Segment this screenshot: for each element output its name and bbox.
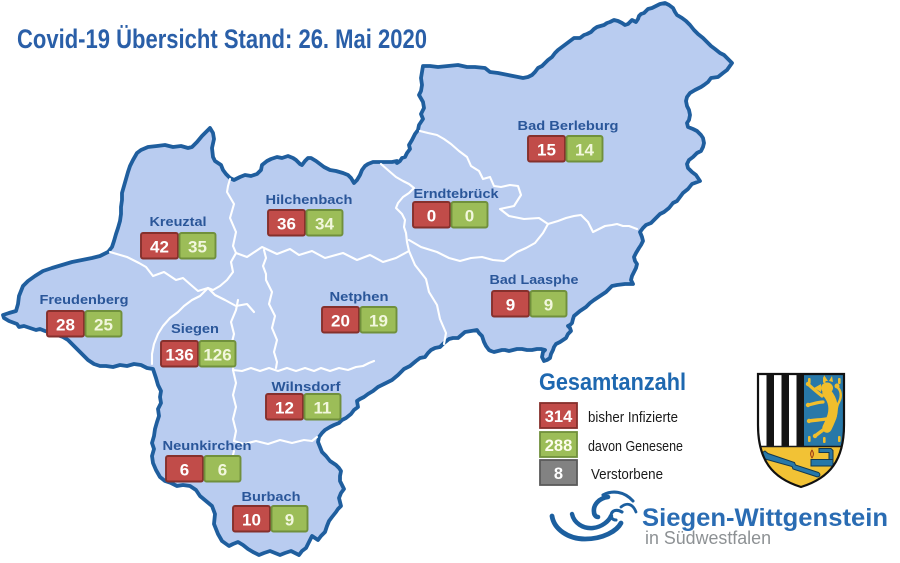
svg-text:Siegen: Siegen [171,321,219,336]
svg-text:6: 6 [218,461,227,480]
svg-text:35: 35 [188,238,207,257]
svg-text:Bad Laasphe: Bad Laasphe [490,272,579,287]
svg-text:126: 126 [203,346,231,365]
svg-text:Hilchenbach: Hilchenbach [266,192,353,207]
svg-text:Gesamtanzahl: Gesamtanzahl [539,369,686,396]
svg-text:10: 10 [242,511,261,530]
svg-text:6: 6 [180,461,189,480]
svg-text:12: 12 [275,399,294,418]
svg-text:in Südwestfalen: in Südwestfalen [645,528,771,548]
svg-text:bisher Infizierte: bisher Infizierte [588,409,678,426]
svg-text:Erndtebrück: Erndtebrück [414,186,500,201]
svg-text:14: 14 [575,141,594,160]
svg-text:9: 9 [544,296,553,315]
svg-text:314: 314 [545,408,573,426]
svg-text:8: 8 [554,465,563,483]
svg-text:20: 20 [331,312,350,331]
svg-text:9: 9 [506,296,515,315]
svg-text:Kreuztal: Kreuztal [150,214,207,229]
svg-text:136: 136 [165,346,193,365]
svg-text:0: 0 [465,207,474,226]
svg-text:25: 25 [94,316,113,335]
svg-text:Netphen: Netphen [330,289,389,304]
svg-text:28: 28 [56,316,75,335]
svg-text:davon Genesene: davon Genesene [588,438,683,455]
svg-text:42: 42 [150,238,169,257]
svg-text:Verstorbene: Verstorbene [591,466,663,483]
svg-text:Siegen-Wittgenstein: Siegen-Wittgenstein [642,504,888,532]
svg-text:11: 11 [314,399,332,418]
svg-text:34: 34 [315,215,334,234]
svg-text:9: 9 [285,511,294,530]
svg-text:288: 288 [545,437,573,455]
svg-text:Freudenberg: Freudenberg [40,292,129,307]
svg-text:Burbach: Burbach [242,489,301,504]
svg-text:Wilnsdorf: Wilnsdorf [272,379,342,394]
svg-text:Covid-19 Übersicht Stand: 26.: Covid-19 Übersicht Stand: 26. Mai 2020 [17,24,427,54]
svg-text:0: 0 [427,207,436,226]
svg-text:19: 19 [369,312,388,331]
svg-text:15: 15 [537,141,556,160]
svg-text:Bad Berleburg: Bad Berleburg [518,118,619,133]
svg-text:36: 36 [277,215,296,234]
svg-text:Neunkirchen: Neunkirchen [163,438,252,453]
